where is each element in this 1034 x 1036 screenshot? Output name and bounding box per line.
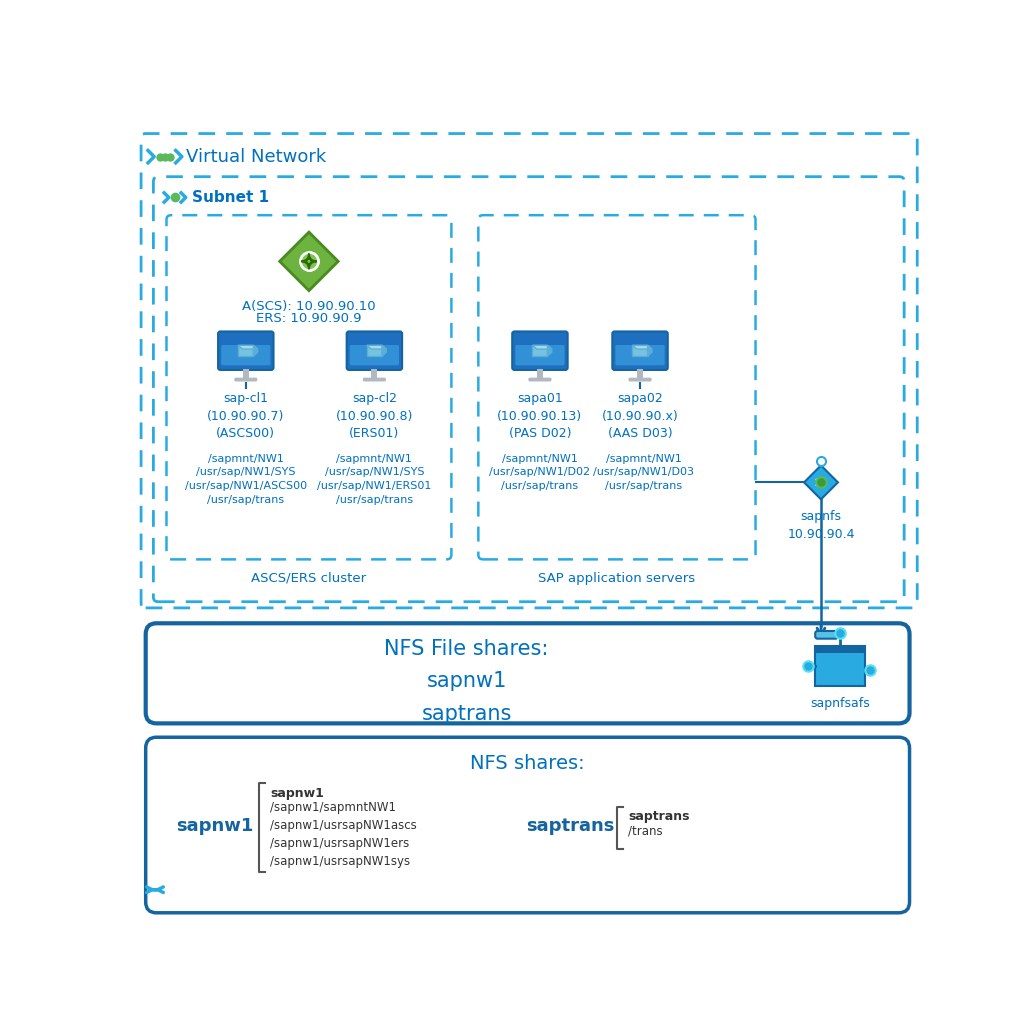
Polygon shape bbox=[367, 345, 387, 349]
Text: SAP application servers: SAP application servers bbox=[539, 572, 696, 584]
Text: /sapnw1/sapmntNW1
/sapnw1/usrsapNW1ascs
/sapnw1/usrsapNW1ers
/sapnw1/usrsapNW1sy: /sapnw1/sapmntNW1 /sapnw1/usrsapNW1ascs … bbox=[271, 801, 417, 868]
FancyBboxPatch shape bbox=[371, 369, 377, 378]
Polygon shape bbox=[647, 345, 651, 356]
Text: /sapmnt/NW1
/usr/sap/NW1/SYS
/usr/sap/NW1/ERS01
/usr/sap/trans: /sapmnt/NW1 /usr/sap/NW1/SYS /usr/sap/NW… bbox=[317, 454, 431, 505]
Text: ASCS/ERS cluster: ASCS/ERS cluster bbox=[251, 572, 366, 584]
Polygon shape bbox=[547, 345, 552, 356]
Polygon shape bbox=[533, 345, 552, 349]
FancyBboxPatch shape bbox=[512, 332, 568, 370]
FancyBboxPatch shape bbox=[537, 369, 543, 378]
FancyBboxPatch shape bbox=[815, 631, 838, 638]
FancyBboxPatch shape bbox=[243, 369, 249, 378]
Text: sapnfs
10.90.90.4: sapnfs 10.90.90.4 bbox=[787, 510, 855, 541]
Polygon shape bbox=[382, 345, 387, 356]
FancyBboxPatch shape bbox=[221, 345, 271, 366]
FancyBboxPatch shape bbox=[528, 378, 551, 381]
FancyBboxPatch shape bbox=[235, 378, 257, 381]
Text: sapnfsafs: sapnfsafs bbox=[811, 697, 870, 711]
Text: A(SCS): 10.90.90.10: A(SCS): 10.90.90.10 bbox=[242, 299, 375, 313]
Text: sapa01
(10.90.90.13)
(PAS D02): sapa01 (10.90.90.13) (PAS D02) bbox=[497, 393, 582, 440]
Polygon shape bbox=[253, 345, 257, 356]
FancyBboxPatch shape bbox=[815, 646, 865, 687]
FancyBboxPatch shape bbox=[218, 332, 274, 370]
Polygon shape bbox=[279, 232, 338, 291]
FancyBboxPatch shape bbox=[637, 369, 643, 378]
Text: /trans: /trans bbox=[629, 825, 663, 837]
Text: NFS shares:: NFS shares: bbox=[470, 754, 585, 773]
FancyBboxPatch shape bbox=[515, 345, 565, 366]
Text: sapa02
(10.90.90.x)
(AAS D03): sapa02 (10.90.90.x) (AAS D03) bbox=[602, 393, 678, 440]
FancyBboxPatch shape bbox=[363, 378, 386, 381]
FancyBboxPatch shape bbox=[815, 646, 865, 653]
Text: /sapmnt/NW1
/usr/sap/NW1/SYS
/usr/sap/NW1/ASCS00
/usr/sap/trans: /sapmnt/NW1 /usr/sap/NW1/SYS /usr/sap/NW… bbox=[185, 454, 307, 505]
Text: Virtual Network: Virtual Network bbox=[186, 148, 326, 166]
FancyBboxPatch shape bbox=[629, 378, 651, 381]
FancyBboxPatch shape bbox=[367, 345, 382, 356]
Polygon shape bbox=[804, 465, 838, 499]
Text: ERS: 10.90.90.9: ERS: 10.90.90.9 bbox=[256, 312, 362, 325]
FancyBboxPatch shape bbox=[533, 345, 547, 356]
Text: /sapmnt/NW1
/usr/sap/NW1/D02
/usr/sap/trans: /sapmnt/NW1 /usr/sap/NW1/D02 /usr/sap/tr… bbox=[489, 454, 590, 491]
Text: NFS File shares:
sapnw1
saptrans: NFS File shares: sapnw1 saptrans bbox=[385, 638, 549, 724]
Text: sapnw1: sapnw1 bbox=[271, 787, 325, 800]
Text: sapnw1: sapnw1 bbox=[177, 816, 253, 835]
Polygon shape bbox=[238, 345, 257, 349]
Text: Subnet 1: Subnet 1 bbox=[192, 190, 269, 205]
Text: saptrans: saptrans bbox=[629, 810, 690, 824]
Text: saptrans: saptrans bbox=[526, 816, 615, 835]
Text: sap-cl1
(10.90.90.7)
(ASCS00): sap-cl1 (10.90.90.7) (ASCS00) bbox=[207, 393, 284, 440]
Text: sap-cl2
(10.90.90.8)
(ERS01): sap-cl2 (10.90.90.8) (ERS01) bbox=[336, 393, 413, 440]
Polygon shape bbox=[633, 345, 651, 349]
FancyBboxPatch shape bbox=[238, 345, 253, 356]
FancyBboxPatch shape bbox=[615, 345, 665, 366]
FancyBboxPatch shape bbox=[633, 345, 647, 356]
Text: /sapmnt/NW1
/usr/sap/NW1/D03
/usr/sap/trans: /sapmnt/NW1 /usr/sap/NW1/D03 /usr/sap/tr… bbox=[594, 454, 695, 491]
FancyBboxPatch shape bbox=[346, 332, 402, 370]
FancyBboxPatch shape bbox=[349, 345, 399, 366]
FancyBboxPatch shape bbox=[612, 332, 668, 370]
